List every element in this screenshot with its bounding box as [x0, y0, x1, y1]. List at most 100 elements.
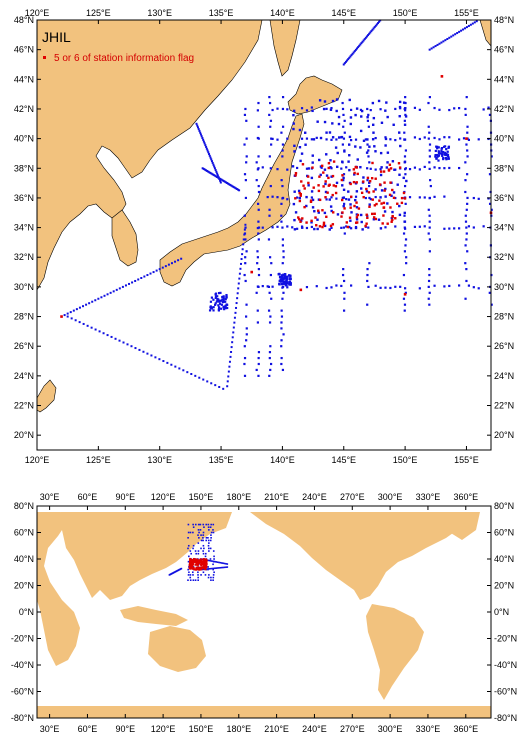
- station-point: [197, 542, 200, 544]
- flagged-station-point: [465, 137, 468, 140]
- station-point: [286, 108, 289, 111]
- flagged-station-point: [366, 216, 369, 220]
- station-point: [439, 152, 442, 155]
- flagged-station-point: [352, 168, 356, 171]
- station-point: [244, 279, 247, 283]
- station-point: [212, 523, 215, 526]
- station-point: [203, 168, 206, 171]
- station-point: [324, 190, 328, 194]
- station-point: [198, 129, 201, 132]
- station-point: [334, 146, 338, 149]
- station-point: [187, 560, 190, 563]
- station-point: [443, 285, 446, 288]
- station-point: [200, 574, 202, 576]
- station-point: [192, 544, 195, 547]
- flagged-station-point: [324, 180, 327, 183]
- station-point: [166, 361, 169, 364]
- station-point: [447, 146, 450, 149]
- flagged-station-point: [400, 201, 404, 205]
- station-point: [286, 275, 289, 278]
- flagged-station-point: [373, 204, 377, 207]
- sakhalin-land: [269, 19, 301, 77]
- station-point: [366, 119, 370, 122]
- station-point: [379, 227, 383, 230]
- station-point: [436, 145, 439, 148]
- station-point: [379, 196, 382, 199]
- station-point: [325, 138, 328, 141]
- station-point: [490, 155, 493, 158]
- station-point: [453, 107, 456, 110]
- station-point: [214, 169, 217, 172]
- station-point: [428, 96, 432, 99]
- station-point: [158, 268, 161, 271]
- station-point: [365, 35, 368, 38]
- station-point: [331, 136, 335, 139]
- station-point: [335, 197, 338, 200]
- flagged-station-point: [193, 560, 196, 563]
- station-point: [294, 211, 298, 214]
- station-point: [268, 356, 271, 360]
- station-point: [205, 539, 207, 542]
- station-point: [337, 136, 341, 139]
- x-tick-label: 330°E: [416, 492, 441, 502]
- station-point: [220, 562, 223, 564]
- station-point: [428, 226, 431, 229]
- station-point: [284, 284, 288, 287]
- station-point: [280, 356, 283, 360]
- station-point: [292, 113, 295, 117]
- station-point: [330, 196, 333, 199]
- station-point: [367, 226, 370, 229]
- station-point: [187, 523, 190, 526]
- station-point: [296, 227, 299, 230]
- global-y-ticks-left: 80°N 60°N 40°N 20°N 0°N -20°N -40°N -60°N -80°N: [11, 501, 41, 723]
- station-point: [311, 161, 314, 164]
- flagged-station-point: [205, 560, 208, 563]
- station-point: [109, 291, 112, 294]
- station-point: [350, 108, 353, 111]
- station-point: [488, 173, 492, 176]
- station-point: [78, 321, 81, 324]
- station-point: [268, 208, 271, 211]
- station-point: [289, 274, 292, 278]
- station-point: [427, 279, 431, 283]
- flagged-station-point: [354, 221, 358, 224]
- station-point: [466, 202, 469, 205]
- station-point: [487, 197, 490, 200]
- station-point: [280, 362, 283, 366]
- station-point: [197, 571, 199, 574]
- station-point: [271, 108, 274, 112]
- station-point: [292, 122, 295, 125]
- station-point: [268, 374, 271, 377]
- station-point: [488, 202, 492, 205]
- flagged-station-point: [198, 566, 201, 570]
- station-point: [194, 550, 197, 552]
- flagged-station-point: [199, 561, 202, 564]
- station-point: [394, 168, 397, 171]
- station-point: [355, 107, 359, 110]
- flagged-station-point: [374, 217, 378, 221]
- y-tick-label: 30°N: [14, 282, 34, 292]
- y-tick-label: 40°N: [14, 554, 34, 564]
- station-point: [268, 101, 272, 105]
- station-point: [347, 190, 350, 193]
- station-point: [311, 206, 315, 209]
- flagged-station-point: [322, 223, 326, 227]
- flagged-station-point: [400, 196, 404, 200]
- station-point: [442, 40, 445, 43]
- asia-mainland-land: [36, 19, 263, 292]
- station-point: [482, 108, 485, 111]
- flagged-station-point: [317, 184, 320, 187]
- station-point: [347, 225, 351, 229]
- x-tick-label: 180°E: [226, 492, 251, 502]
- station-point: [373, 145, 376, 148]
- flagged-station-point: [356, 213, 360, 217]
- y-tick-label: 42°N: [14, 104, 34, 114]
- flagged-station-point: [306, 175, 310, 178]
- station-point: [245, 303, 248, 306]
- station-point: [88, 302, 91, 305]
- station-point: [359, 43, 362, 46]
- station-point: [212, 163, 215, 166]
- station-point: [354, 48, 357, 51]
- station-point: [158, 358, 161, 361]
- station-point: [325, 107, 328, 110]
